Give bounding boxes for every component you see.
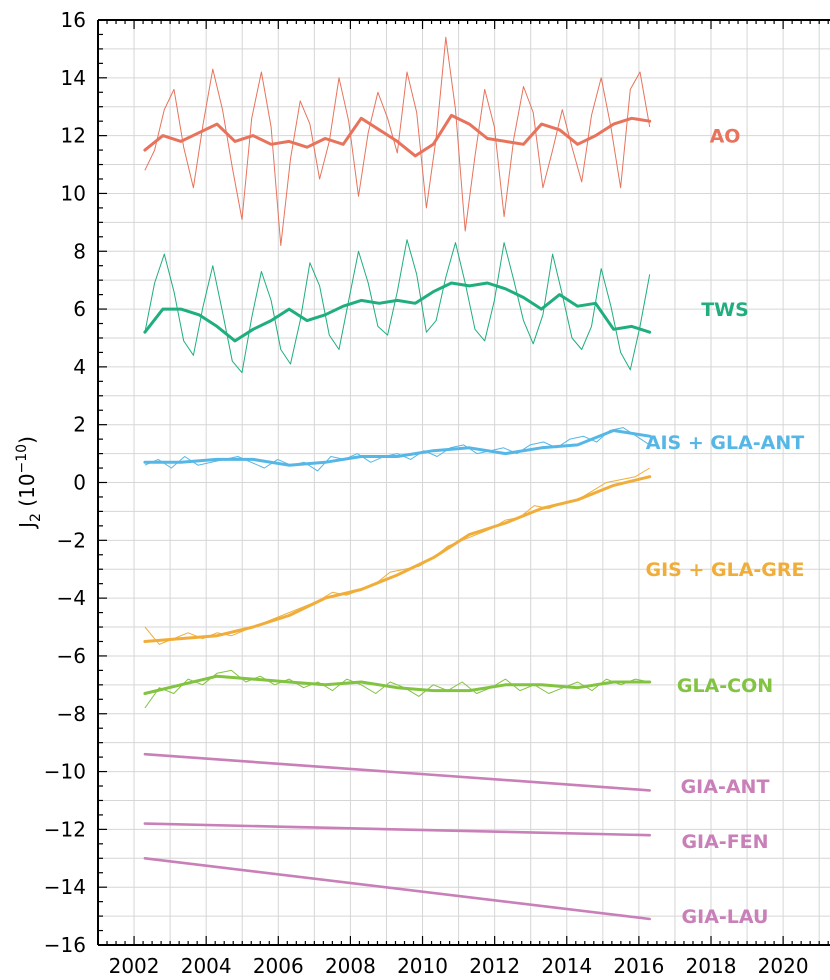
series-label-gis-gla-gre: GIS + GLA-GRE: [646, 559, 805, 581]
y-tick-label: −10: [44, 760, 86, 784]
y-tick-label: 4: [73, 355, 86, 379]
x-tick-label: 2018: [686, 954, 737, 978]
series-label-gla-con: GLA-CON: [677, 675, 773, 697]
series-label-gia-fen: GIA-FEN: [681, 831, 768, 853]
y-tick-label: 12: [61, 124, 86, 148]
x-tick-label: 2020: [758, 954, 809, 978]
series-smooth-ais-gla-ant: [143, 429, 652, 467]
series-smooth-gis-gla-gre: [143, 475, 652, 643]
series-label-tws: TWS: [701, 299, 749, 321]
y-tick-label: −2: [57, 528, 86, 552]
x-tick-label: 2002: [109, 954, 160, 978]
series-smooth-gla-con: [143, 674, 652, 695]
series-monthly-tws: [144, 239, 651, 374]
x-tick-label: 2012: [469, 954, 520, 978]
axes: −16 −14 −12 −10 −8 −6 −4 −2 0 2 4 6 8 10 12 14 16 2002 200…: [44, 8, 830, 978]
series-layer: [143, 36, 652, 921]
y-tick-label: 14: [61, 66, 86, 90]
y-tick-label: 6: [73, 297, 86, 321]
y-tick-label: −16: [44, 933, 86, 957]
series-smooth-gia-ant: [143, 752, 652, 792]
series-monthly-ais-gla-ant: [144, 427, 650, 472]
y-tick-label: 8: [73, 239, 86, 263]
series-monthly-gis-gla-gre: [144, 467, 650, 645]
x-tick-label: 2008: [325, 954, 376, 978]
series-label-ao: AO: [710, 126, 741, 148]
y-tick-label: 10: [61, 181, 86, 205]
x-tick-label: 2014: [541, 954, 592, 978]
series-smooth-gia-lau: [143, 856, 652, 921]
y-tick-label: 0: [73, 471, 86, 495]
x-tick-label: 2016: [613, 954, 664, 978]
y-tick-label: 16: [61, 8, 86, 32]
x-tick-label: 2006: [253, 954, 304, 978]
series-monthly-ao: [144, 36, 651, 246]
series-labels: AO TWS AIS + GLA-ANT GIS + GLA-GRE GLA-CON GI…: [646, 126, 805, 928]
y-tick-label: −12: [44, 817, 86, 841]
grid: [97, 19, 830, 946]
series-label-ais-gla-ant: AIS + GLA-ANT: [646, 432, 805, 454]
series-smooth-gia-fen: [143, 822, 652, 837]
series-label-gia-lau: GIA-LAU: [682, 906, 769, 928]
series-smooth-tws: [143, 281, 652, 343]
series-smooth-ao: [143, 113, 652, 158]
y-tick-label: −6: [57, 644, 86, 668]
x-tick-label: 2010: [397, 954, 448, 978]
y-axis-title: J2 (10−10): [14, 436, 44, 530]
x-tick-label: 2004: [181, 954, 232, 978]
series-label-gia-ant: GIA-ANT: [681, 776, 770, 798]
y-tick-label: −14: [44, 875, 86, 899]
y-tick-label: −8: [57, 702, 86, 726]
y-tick-label: 2: [73, 413, 86, 437]
y-tick-label: −4: [57, 586, 86, 610]
